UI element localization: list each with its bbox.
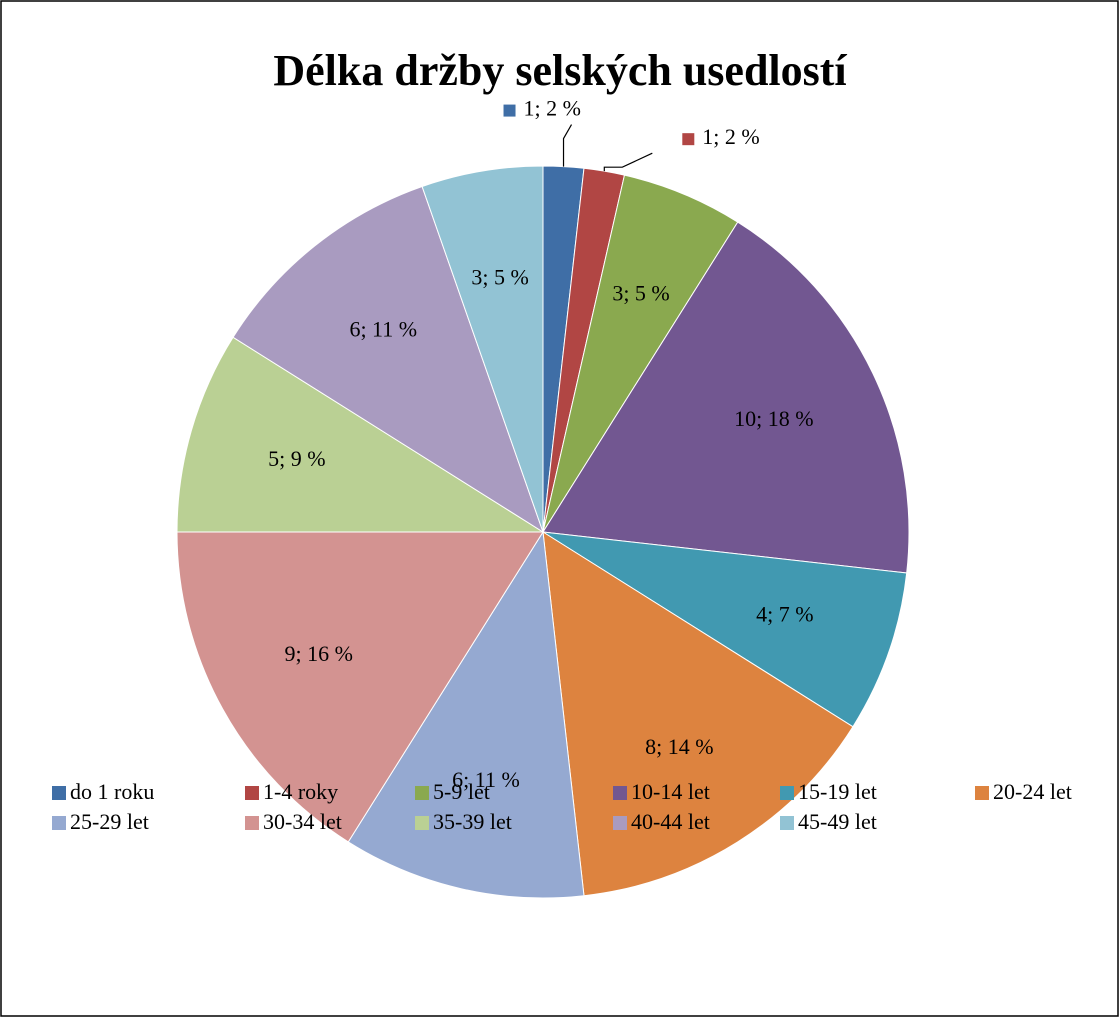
pie-slice [542, 531, 854, 897]
legend-label: 10-14 let [631, 779, 710, 804]
label-marker [503, 104, 516, 117]
pie-slice [542, 221, 910, 574]
legend-label: 25-29 let [70, 809, 149, 834]
legend-label: 45-49 let [798, 809, 877, 834]
data-label: 6; 11 % [452, 767, 520, 792]
data-label: 1; 2 % [702, 124, 759, 149]
legend-marker [613, 816, 627, 830]
data-label: 9; 16 % [285, 641, 353, 666]
data-label: 10; 18 % [734, 406, 813, 431]
pie-slice [542, 531, 908, 728]
legend-marker [415, 816, 429, 830]
legend-marker [52, 816, 66, 830]
pie-slice [232, 185, 544, 534]
legend-label: 30-34 let [263, 809, 342, 834]
label-marker [682, 133, 695, 146]
data-label: 3; 5 % [612, 280, 669, 305]
data-label: 5; 9 % [268, 446, 325, 471]
chart-title: Délka držby selských usedlostí [273, 46, 847, 95]
legend-label: 15-19 let [798, 779, 877, 804]
legend-label: 20-24 let [993, 779, 1072, 804]
leader-line [603, 152, 653, 172]
legend-label: do 1 roku [70, 779, 154, 804]
data-label: 6; 11 % [349, 317, 417, 342]
pie-slice [176, 531, 544, 843]
pie-slice [176, 336, 545, 533]
legend-marker [975, 786, 989, 800]
data-label: 1; 2 % [524, 96, 581, 121]
data-label: 3; 5 % [471, 264, 528, 289]
data-label: 8; 14 % [645, 734, 713, 759]
legend-label: 5-9 let [433, 779, 490, 804]
legend-label: 35-39 let [433, 809, 512, 834]
legend-label: 40-44 let [631, 809, 710, 834]
data-label: 4; 7 % [756, 602, 813, 627]
legend-marker [52, 786, 66, 800]
legend-marker [245, 816, 259, 830]
legend-marker [780, 786, 794, 800]
legend-marker [245, 786, 259, 800]
leader-line [562, 124, 573, 167]
legend-label: 1-4 roky [263, 779, 338, 804]
legend-marker [415, 786, 429, 800]
pie-slice [347, 530, 585, 899]
legend-marker [613, 786, 627, 800]
pie-slice [421, 165, 544, 533]
legend-marker [780, 816, 794, 830]
